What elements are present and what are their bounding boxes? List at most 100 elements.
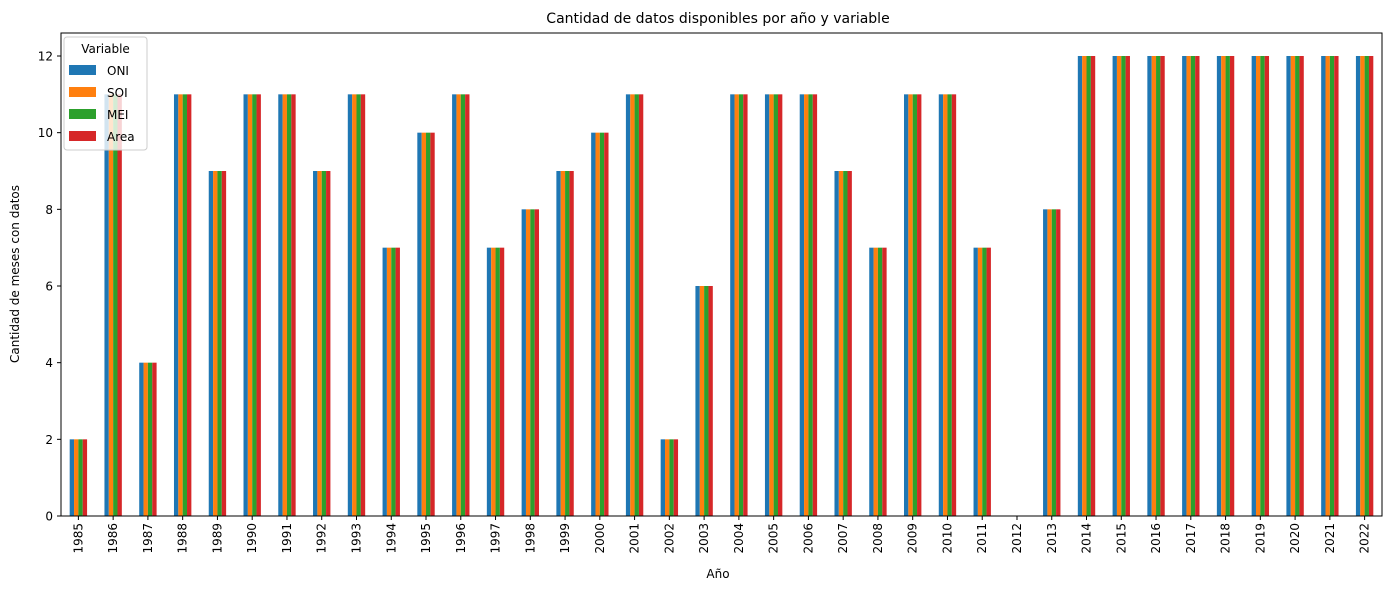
x-tick-label: 2006 <box>801 523 815 554</box>
x-tick-label: 2013 <box>1045 523 1059 554</box>
bar-area-2006 <box>812 94 818 516</box>
x-axis: 1985 1986 1987 1988 1989 1990 1991 1992 1993 1994… <box>71 516 1372 554</box>
bar-area-2008 <box>882 247 887 516</box>
bar-area-1998 <box>534 209 539 517</box>
x-tick-label: 1996 <box>454 523 468 554</box>
bar-soi-2004 <box>734 94 739 516</box>
bar-area-1993 <box>360 94 366 516</box>
bar-soi-1989 <box>213 171 218 516</box>
bar-mei-1991 <box>286 94 292 516</box>
bar-oni-1989 <box>208 171 214 516</box>
x-tick-label: 1986 <box>106 523 120 554</box>
bar-soi-2020 <box>1290 56 1296 516</box>
bar-area-2017 <box>1195 56 1200 516</box>
bar-oni-2009 <box>904 94 909 516</box>
bar-soi-2014 <box>1082 56 1087 516</box>
bar-soi-1994 <box>386 247 392 516</box>
y-tick-label: 4 <box>45 356 53 370</box>
bar-area-2004 <box>743 94 748 516</box>
bars-layer <box>69 56 1374 517</box>
x-tick-label: 1995 <box>419 523 433 554</box>
bar-soi-2019 <box>1255 56 1261 516</box>
bar-oni-2002 <box>660 439 666 516</box>
x-tick-label: 2019 <box>1253 523 1267 554</box>
bar-area-2013 <box>1056 209 1061 517</box>
bar-oni-1988 <box>173 94 179 516</box>
bar-mei-2010 <box>947 94 952 516</box>
bar-mei-1989 <box>217 171 222 516</box>
bar-soi-2013 <box>1047 209 1052 517</box>
bar-oni-1997 <box>486 247 492 516</box>
bar-oni-1992 <box>313 171 318 516</box>
bar-mei-2018 <box>1225 56 1230 516</box>
bar-area-2018 <box>1229 56 1235 516</box>
bar-mei-1996 <box>460 94 466 516</box>
x-tick-label: 1991 <box>280 523 294 554</box>
bar-soi-1999 <box>560 171 566 516</box>
x-tick-label: 2022 <box>1358 523 1372 554</box>
x-tick-label: 1987 <box>141 523 155 554</box>
bar-mei-2005 <box>773 94 778 516</box>
bar-soi-1990 <box>247 94 253 516</box>
bar-soi-2002 <box>665 439 670 516</box>
bar-area-2007 <box>847 171 852 516</box>
bar-oni-2006 <box>799 94 805 516</box>
legend-swatch-soi <box>69 87 96 97</box>
bar-soi-2011 <box>977 247 983 516</box>
bar-area-2019 <box>1264 56 1270 516</box>
bar-oni-2000 <box>591 132 596 516</box>
y-tick-label: 0 <box>45 510 53 524</box>
bar-mei-2000 <box>599 132 605 516</box>
legend-label-area: Area <box>107 130 135 144</box>
x-tick-label: 1988 <box>176 523 190 554</box>
y-tick-label: 8 <box>45 203 53 217</box>
bar-area-1996 <box>465 94 470 516</box>
bar-mei-1987 <box>147 362 153 516</box>
bar-oni-2008 <box>869 247 874 516</box>
bar-mei-2021 <box>1329 56 1335 516</box>
y-axis: 0 2 4 6 8 10 12 <box>38 50 61 524</box>
bar-oni-1985 <box>69 439 75 516</box>
bar-area-2022 <box>1368 56 1374 516</box>
bar-oni-2022 <box>1355 56 1361 516</box>
bar-area-1988 <box>187 94 192 516</box>
y-tick-label: 6 <box>45 280 53 294</box>
bar-mei-2022 <box>1364 56 1369 516</box>
bar-oni-2010 <box>938 94 944 516</box>
bar-oni-2020 <box>1286 56 1291 516</box>
bar-mei-1986 <box>113 94 118 516</box>
x-tick-label: 2020 <box>1288 523 1302 554</box>
x-tick-label: 2002 <box>662 523 676 554</box>
bar-mei-1985 <box>78 439 83 516</box>
x-tick-label: 2015 <box>1114 523 1128 554</box>
bar-soi-2021 <box>1325 56 1330 516</box>
bar-oni-2014 <box>1077 56 1083 516</box>
bar-oni-1986 <box>104 94 109 516</box>
bar-mei-2003 <box>704 286 709 516</box>
bar-soi-2005 <box>769 94 774 516</box>
x-tick-label: 1999 <box>558 523 572 554</box>
y-tick-label: 12 <box>38 50 53 64</box>
bar-oni-2001 <box>625 94 631 516</box>
bar-soi-1993 <box>352 94 357 516</box>
bar-soi-2018 <box>1221 56 1226 516</box>
bar-soi-1991 <box>282 94 287 516</box>
bar-soi-2009 <box>908 94 913 516</box>
bar-soi-2000 <box>595 132 600 516</box>
bar-soi-1986 <box>108 94 114 516</box>
bar-area-1986 <box>117 94 122 516</box>
x-tick-label: 2021 <box>1323 523 1337 554</box>
bar-oni-2011 <box>973 247 978 516</box>
bar-area-2015 <box>1125 56 1130 516</box>
x-tick-label: 1989 <box>210 523 224 554</box>
bar-area-2002 <box>673 439 679 516</box>
bar-mei-2004 <box>738 94 744 516</box>
bar-area-2011 <box>986 247 991 516</box>
bar-area-2001 <box>638 94 644 516</box>
bar-oni-2016 <box>1147 56 1152 516</box>
bar-mei-1993 <box>356 94 361 516</box>
x-tick-label: 2017 <box>1184 523 1198 554</box>
bar-oni-1995 <box>417 132 422 516</box>
bar-soi-2001 <box>630 94 635 516</box>
